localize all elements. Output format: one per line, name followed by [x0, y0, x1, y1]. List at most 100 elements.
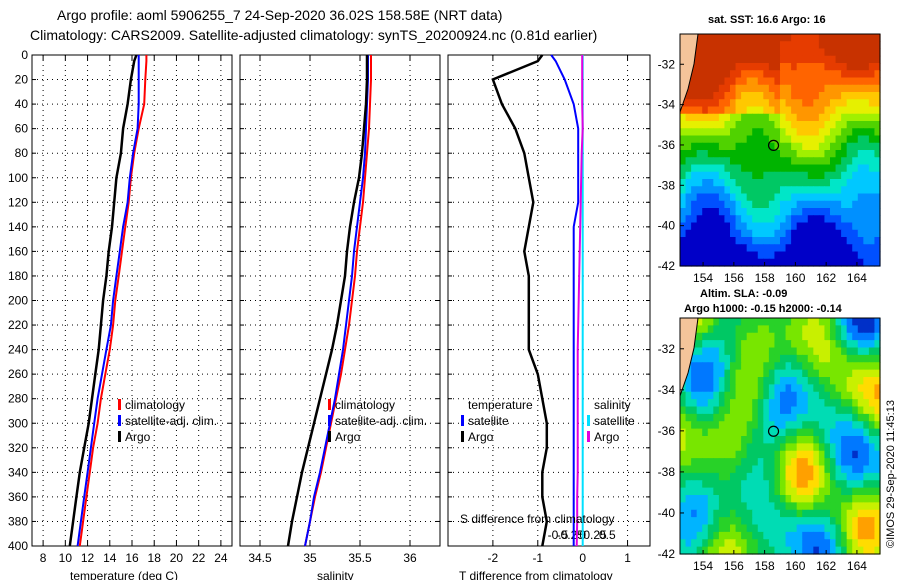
x-tick-label: 18 — [148, 551, 162, 565]
map-cell — [857, 546, 864, 555]
map-cell — [735, 164, 742, 173]
map-cell — [774, 48, 781, 57]
map-cell — [852, 157, 859, 166]
map-cell — [696, 524, 703, 533]
map-cell — [702, 458, 709, 467]
map-cell — [763, 421, 770, 430]
map-cell — [702, 164, 709, 173]
map-cell — [807, 524, 814, 533]
map-cell — [730, 128, 737, 137]
map-cell — [852, 531, 859, 540]
map-cell — [780, 244, 787, 253]
map-cell — [707, 399, 714, 408]
map-cell — [718, 63, 726, 71]
map-cell — [763, 106, 770, 115]
map-cell — [757, 215, 764, 224]
map-cell — [813, 421, 820, 430]
map-cell — [835, 92, 842, 100]
map-cell — [757, 128, 764, 137]
map-cell — [857, 135, 864, 144]
map-cell — [718, 222, 726, 231]
map-cell — [796, 413, 803, 422]
map-cell — [824, 347, 831, 356]
map-cell — [763, 128, 770, 137]
map-cell — [768, 399, 776, 408]
map-cell — [868, 229, 876, 238]
map-cell — [791, 121, 798, 129]
map-cell — [730, 150, 737, 158]
map-cell — [702, 495, 709, 503]
map-cell — [735, 193, 742, 202]
map-cell — [724, 41, 731, 50]
map-cell — [846, 428, 853, 437]
map-cell — [824, 99, 831, 108]
map-cell — [768, 34, 776, 42]
map-cell — [724, 77, 731, 86]
map-cell — [707, 539, 714, 548]
map-cell — [752, 171, 759, 180]
map-cell — [813, 128, 820, 137]
map-cell — [702, 465, 709, 474]
map-cell — [796, 472, 803, 481]
map-cell — [696, 200, 703, 209]
map-cell — [768, 421, 776, 430]
map-cell — [757, 171, 764, 180]
map-cell — [841, 443, 848, 452]
map-cell — [702, 524, 709, 533]
map-cell — [841, 157, 848, 166]
map-cell — [841, 258, 848, 267]
map-cell — [802, 406, 809, 415]
map-cell — [757, 121, 764, 129]
map-cell — [841, 531, 848, 540]
map-cell — [807, 55, 814, 64]
map-cell — [763, 142, 770, 151]
map-cell — [707, 63, 714, 71]
map-cell — [824, 436, 831, 444]
map-cell — [874, 377, 881, 385]
map-cell — [741, 55, 748, 64]
map-cell — [841, 164, 848, 173]
map-cell — [852, 186, 859, 195]
map-cell — [824, 251, 831, 260]
map-cell — [874, 150, 881, 158]
map-cell — [852, 48, 859, 57]
map-cell — [718, 113, 726, 122]
map-cell — [757, 413, 764, 422]
map-cell — [824, 391, 831, 400]
x-tick-label: 22 — [192, 551, 206, 565]
map-cell — [763, 531, 770, 540]
map-cell — [802, 215, 809, 224]
y-tick-label: 220 — [8, 318, 28, 332]
map-cell — [796, 48, 803, 57]
map-cell — [752, 128, 759, 137]
map-cell — [768, 354, 776, 363]
x-tick-label: 164 — [847, 271, 867, 285]
map-cell — [718, 428, 726, 437]
map-cell — [785, 480, 792, 489]
map-cell — [841, 200, 848, 209]
map-cell — [702, 369, 709, 378]
map-cell — [791, 399, 798, 408]
map-cell — [841, 377, 848, 385]
map-cell — [835, 48, 842, 57]
map-cell — [702, 509, 709, 518]
map-cell — [785, 421, 792, 430]
map-cell — [824, 84, 831, 93]
map-cell — [696, 318, 703, 326]
map-cell — [763, 502, 770, 511]
map-cell — [696, 480, 703, 489]
map-cell — [868, 458, 876, 467]
map-cell — [835, 487, 842, 496]
map-cell — [791, 63, 798, 71]
map-cell — [830, 244, 837, 253]
map-cell — [685, 458, 692, 467]
map-cell — [757, 318, 764, 326]
map-cell — [757, 84, 764, 93]
map-cell — [691, 480, 698, 489]
map-cell — [818, 77, 826, 86]
map-cell — [757, 208, 764, 216]
map-cell — [752, 34, 759, 42]
map-cell — [835, 332, 842, 341]
y-tick-label: -40 — [658, 219, 676, 233]
